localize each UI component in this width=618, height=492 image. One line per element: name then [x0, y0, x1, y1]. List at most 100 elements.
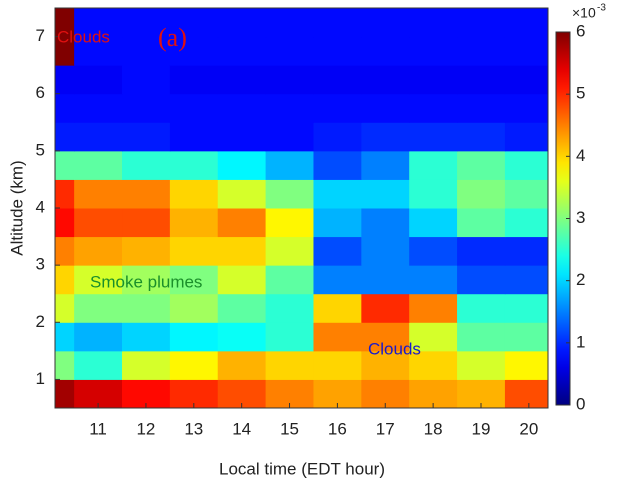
heatmap-cell [457, 236, 506, 266]
heatmap-cell [457, 322, 506, 352]
heatmap-cell [217, 122, 267, 152]
heatmap-cell [265, 322, 314, 352]
heatmap-cell [265, 150, 314, 180]
heatmap-cell [169, 322, 219, 352]
heatmap-cell [55, 293, 75, 323]
heatmap-cell [409, 36, 458, 66]
heatmap-cell [265, 8, 314, 38]
x-tick-label: 19 [472, 419, 491, 438]
colorbar-tick-label: 0 [576, 394, 585, 413]
heatmap-cell [217, 208, 267, 238]
heatmap-cell [313, 179, 362, 209]
heatmap-cell [409, 293, 458, 323]
heatmap-cell [122, 236, 171, 266]
annotation: (a) [158, 23, 187, 52]
heatmap-cell [217, 36, 267, 66]
heatmap-cell [217, 293, 267, 323]
colorbar-tick-label: 6 [576, 21, 585, 40]
heatmap-cell [504, 379, 549, 409]
heatmap-cell [169, 65, 219, 95]
annotation: Smoke plumes [90, 272, 202, 291]
heatmap-cell [409, 150, 458, 180]
heatmap-cell [217, 322, 267, 352]
x-tick-label: 15 [280, 419, 299, 438]
y-tick-label: 6 [36, 83, 45, 102]
heatmap-cell [504, 208, 549, 238]
colorbar-tick-label: 1 [576, 332, 585, 351]
heatmap-cell [122, 208, 171, 238]
heatmap-cell [457, 179, 506, 209]
heatmap-cell [74, 265, 123, 295]
heatmap-cell [265, 350, 314, 380]
colorbar-multiplier: ×10 [572, 5, 596, 21]
x-axis-label: Local time (EDT hour) [219, 459, 385, 478]
heatmap-cell [122, 179, 171, 209]
heatmap-cell [55, 122, 75, 152]
heatmap-cell [217, 65, 267, 95]
heatmap-cell [504, 265, 549, 295]
heatmap-cell [409, 265, 458, 295]
heatmap-cell [74, 179, 123, 209]
heatmap-cell [217, 150, 267, 180]
heatmap-cell [74, 208, 123, 238]
heatmap-cell [361, 8, 410, 38]
heatmap-cell [409, 122, 458, 152]
heatmap-cell [55, 350, 75, 380]
x-tick-label: 16 [328, 419, 347, 438]
heatmap-cell [313, 236, 362, 266]
heatmap-cell [169, 179, 219, 209]
heatmap-cell [55, 8, 75, 38]
heatmap-cell [313, 36, 362, 66]
heatmap-cell [217, 93, 267, 123]
heatmap-cell [504, 65, 549, 95]
heatmap-cell [313, 93, 362, 123]
heatmap-cell [169, 236, 219, 266]
heatmap-cell [409, 322, 458, 352]
heatmap-cell [361, 93, 410, 123]
heatmap-cell [313, 322, 362, 352]
x-tick-label: 14 [232, 419, 251, 438]
heatmap-cell [169, 8, 219, 38]
heatmap-cell [504, 350, 549, 380]
heatmap-cell [265, 93, 314, 123]
heatmap-cell [55, 208, 75, 238]
heatmap-cell [122, 93, 171, 123]
heatmap-cell [409, 208, 458, 238]
heatmap-cell [122, 36, 171, 66]
heatmap-cell [74, 293, 123, 323]
y-tick-label: 1 [36, 369, 45, 388]
colorbar-tick-label: 5 [576, 84, 585, 103]
heatmap-cell [122, 122, 171, 152]
heatmap-cell [74, 150, 123, 180]
heatmap-cell [217, 8, 267, 38]
heatmap-cell [169, 293, 219, 323]
heatmap-cell [169, 36, 219, 66]
heatmap-cell [169, 93, 219, 123]
heatmap-cell [457, 265, 506, 295]
heatmap-cell [74, 8, 123, 38]
heatmap-cell [122, 293, 171, 323]
y-tick-label: 7 [36, 26, 45, 45]
heatmap-cell [55, 179, 75, 209]
heatmap-cell [265, 179, 314, 209]
colorbar-tick-label: 2 [576, 270, 585, 289]
heatmap-cell [74, 93, 123, 123]
heatmap-cell [504, 236, 549, 266]
heatmap-cell [169, 150, 219, 180]
heatmap-cell [122, 322, 171, 352]
y-tick-label: 4 [36, 197, 45, 216]
heatmap-cell [265, 293, 314, 323]
heatmap-cell [457, 8, 506, 38]
heatmap-cell [74, 36, 123, 66]
heatmap-cell [169, 265, 219, 295]
heatmap-cell [74, 122, 123, 152]
heatmap-cell [313, 122, 362, 152]
heatmap-cell [265, 236, 314, 266]
y-axis-label: Altitude (km) [7, 160, 26, 255]
heatmap-cell [361, 36, 410, 66]
heatmap-cell [217, 265, 267, 295]
heatmap-cell [265, 208, 314, 238]
annotation: Clouds [57, 27, 110, 46]
heatmap-cell [409, 236, 458, 266]
